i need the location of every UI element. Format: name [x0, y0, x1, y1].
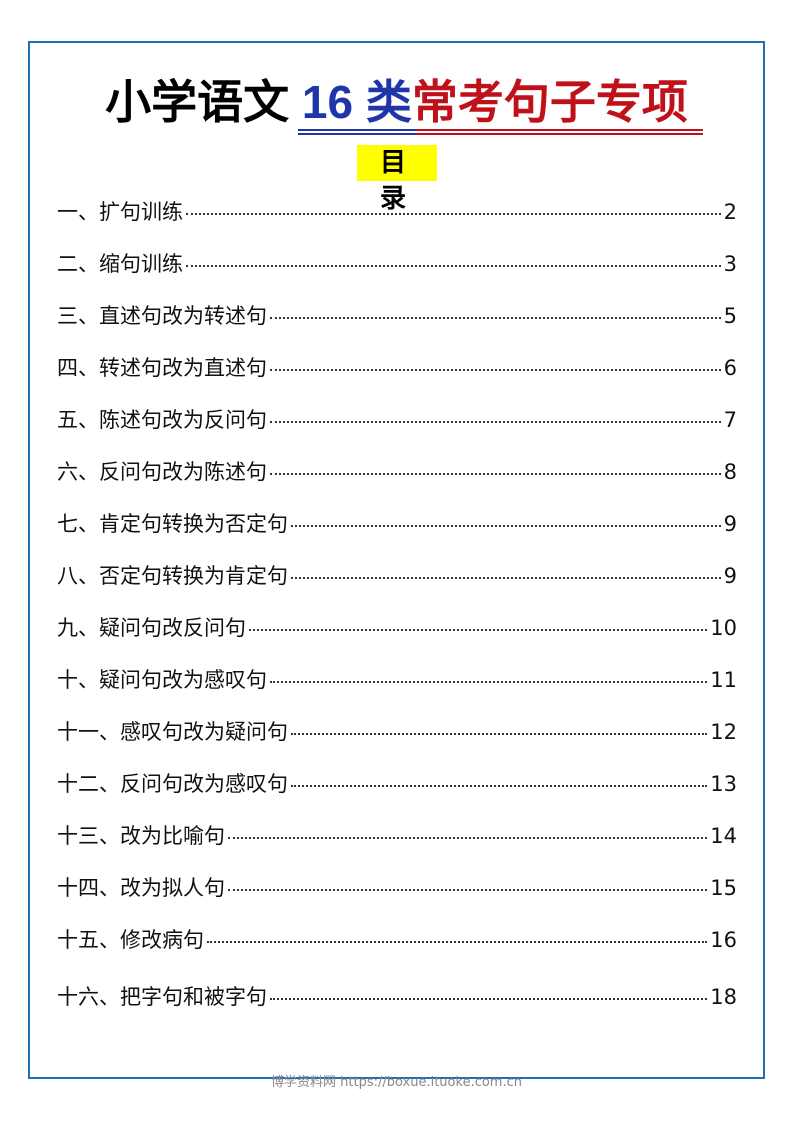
toc-entry-label: 十二、反问句改为感叹句	[57, 772, 288, 796]
leader-dots	[228, 837, 708, 839]
toc-entry-label: 二、缩句训练	[57, 252, 183, 276]
toc-entry-page: 14	[710, 824, 737, 848]
toc-entry-page: 9	[723, 564, 737, 588]
toc-entry-page: 12	[710, 720, 737, 744]
toc-entry-page: 18	[710, 985, 737, 1009]
leader-dots	[270, 317, 721, 319]
toc-entry[interactable]: 一、扩句训练 2	[57, 196, 737, 226]
toc-entry[interactable]: 八、否定句转换为肯定句 9	[57, 560, 737, 590]
toc-entry[interactable]: 九、疑问句改反问句 10	[57, 612, 737, 642]
toc-entry-page: 11	[710, 668, 737, 692]
leader-dots	[207, 941, 708, 943]
title-part-3: 常考句子专项	[411, 76, 688, 128]
toc-entry-page: 15	[710, 876, 737, 900]
toc-entry-page: 8	[723, 460, 737, 484]
toc-entry-page: 7	[723, 408, 737, 432]
toc-heading: 目 录	[357, 145, 437, 214]
toc-entry-label: 七、肯定句转换为否定句	[57, 512, 288, 536]
toc-entry-label: 六、反问句改为陈述句	[57, 460, 267, 484]
toc-entry-page: 13	[710, 772, 737, 796]
toc-entry-label: 十一、感叹句改为疑问句	[57, 720, 288, 744]
leader-dots	[291, 577, 721, 579]
title-underline-blue	[298, 129, 416, 135]
title-part-2: 16 类	[301, 76, 412, 128]
toc-entry-label: 十四、改为拟人句	[57, 876, 225, 900]
leader-dots	[270, 998, 708, 1000]
leader-dots	[291, 785, 708, 787]
toc-entry[interactable]: 十五、修改病句 16	[57, 924, 737, 954]
footer-watermark: 博学资料网 https://boxue.ituoke.com.cn	[271, 1075, 522, 1090]
toc-entry-page: 16	[710, 928, 737, 952]
leader-dots	[270, 369, 721, 371]
leader-dots	[228, 889, 708, 891]
toc-entry-page: 6	[723, 356, 737, 380]
leader-dots	[270, 681, 708, 683]
toc-entry[interactable]: 十四、改为拟人句 15	[57, 872, 737, 902]
toc-entry[interactable]: 十、疑问句改为感叹句 11	[57, 664, 737, 694]
leader-dots	[186, 213, 721, 215]
toc-entry-page: 5	[723, 304, 737, 328]
title-underline-red	[416, 129, 703, 135]
toc-entry[interactable]: 五、陈述句改为反问句 7	[57, 404, 737, 434]
page-frame	[28, 41, 765, 1079]
leader-dots	[186, 265, 721, 267]
toc-entry-label: 四、转述句改为直述句	[57, 356, 267, 380]
toc-entry[interactable]: 十二、反问句改为感叹句 13	[57, 768, 737, 798]
toc-entry-label: 十三、改为比喻句	[57, 824, 225, 848]
toc-entry[interactable]: 十六、把字句和被字句 18	[57, 981, 737, 1011]
toc-entry-label: 八、否定句转换为肯定句	[57, 564, 288, 588]
leader-dots	[270, 421, 721, 423]
leader-dots	[270, 473, 721, 475]
toc-entry[interactable]: 十三、改为比喻句 14	[57, 820, 737, 850]
toc-entry[interactable]: 四、转述句改为直述句 6	[57, 352, 737, 382]
toc-entry-page: 9	[723, 512, 737, 536]
toc-entry-label: 九、疑问句改反问句	[57, 616, 246, 640]
leader-dots	[291, 733, 708, 735]
toc-entry-label: 十六、把字句和被字句	[57, 985, 267, 1009]
toc-entry-label: 十五、修改病句	[57, 928, 204, 952]
toc-entry-label: 十、疑问句改为感叹句	[57, 668, 267, 692]
toc-entry-page: 3	[723, 252, 737, 276]
page-title: 小学语文 16 类常考句子专项	[0, 72, 793, 132]
toc-entry-page: 2	[723, 200, 737, 224]
toc-entry[interactable]: 六、反问句改为陈述句 8	[57, 456, 737, 486]
leader-dots	[249, 629, 708, 631]
toc-entry[interactable]: 七、肯定句转换为否定句 9	[57, 508, 737, 538]
toc-entry[interactable]: 三、直述句改为转述句 5	[57, 300, 737, 330]
toc-entry-label: 五、陈述句改为反问句	[57, 408, 267, 432]
toc-entry-label: 三、直述句改为转述句	[57, 304, 267, 328]
toc-entry-page: 10	[710, 616, 737, 640]
toc-entry[interactable]: 十一、感叹句改为疑问句 12	[57, 716, 737, 746]
toc-entry[interactable]: 二、缩句训练 3	[57, 248, 737, 278]
title-part-1: 小学语文	[105, 76, 290, 128]
leader-dots	[291, 525, 721, 527]
toc-entry-label: 一、扩句训练	[57, 200, 183, 224]
